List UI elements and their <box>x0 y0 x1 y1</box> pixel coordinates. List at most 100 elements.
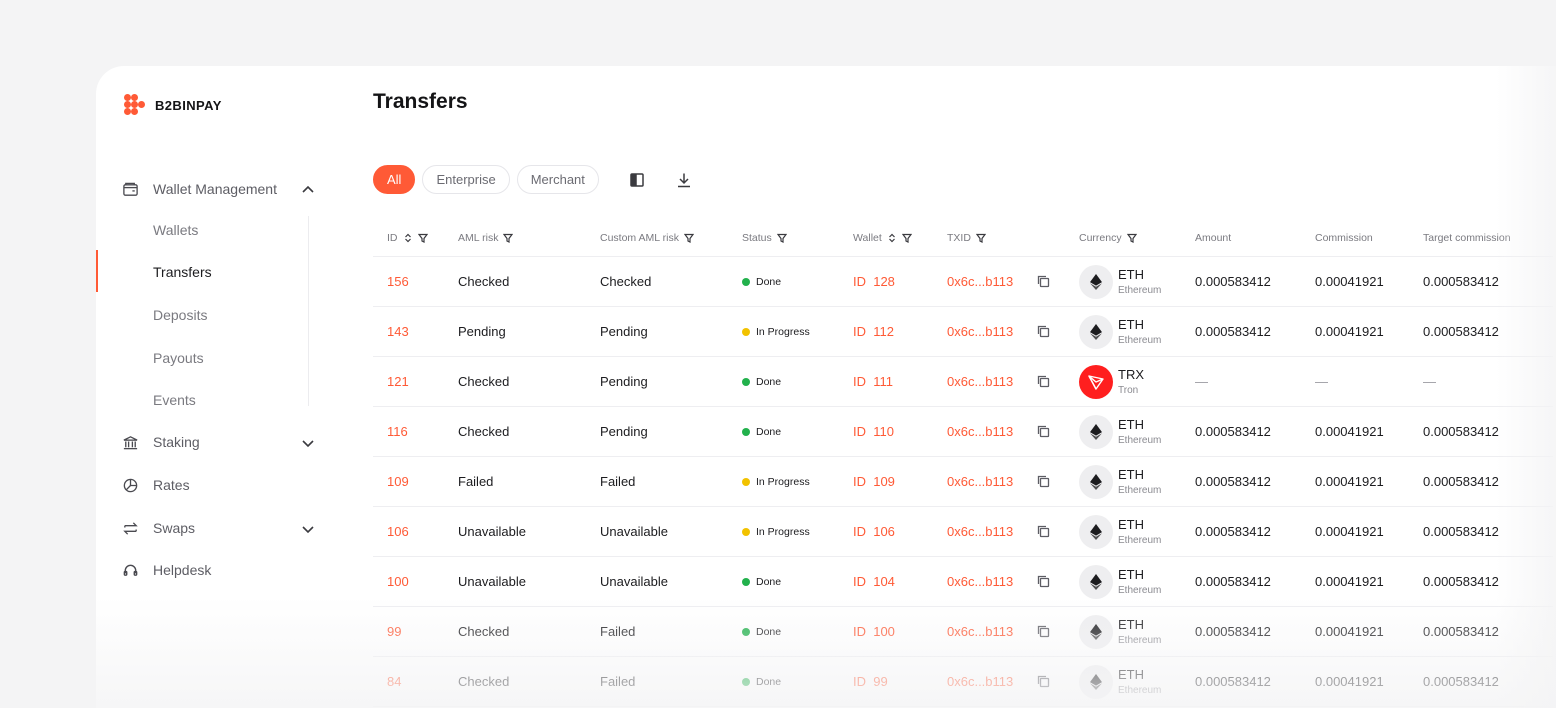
sidebar-subitem-deposits[interactable]: Deposits <box>153 307 208 323</box>
chevron-down-icon[interactable] <box>300 435 316 451</box>
copy-icon[interactable] <box>1036 324 1051 339</box>
target-cell: 0.000583412 <box>1423 574 1499 589</box>
currency-coin-icon <box>1079 415 1113 449</box>
transfer-id-link[interactable]: 143 <box>387 324 409 339</box>
sort-icon[interactable] <box>887 233 897 243</box>
table-row[interactable]: 84 Checked Failed Done ID 99 0x6c...b113 ETH Et… <box>373 657 1553 707</box>
amount-cell: — <box>1195 374 1208 389</box>
filter-icon[interactable] <box>901 233 912 243</box>
columns-icon[interactable] <box>628 171 646 189</box>
transfer-id-link[interactable]: 121 <box>387 374 409 389</box>
transfer-id-link[interactable]: 156 <box>387 274 409 289</box>
copy-icon[interactable] <box>1036 274 1051 289</box>
txid-link[interactable]: 0x6c...b113 <box>947 424 1014 439</box>
table-row[interactable]: 116 Checked Pending Done ID 110 0x6c...b113 ET… <box>373 407 1553 457</box>
sidebar-subitem-events[interactable]: Events <box>153 392 196 408</box>
sidebar-item-rates[interactable]: Rates <box>96 470 336 500</box>
wallet-link[interactable]: ID 100 <box>853 624 895 639</box>
column-header-id[interactable]: ID <box>387 232 428 244</box>
column-header-amount[interactable]: Amount <box>1195 232 1232 244</box>
table-row[interactable]: 99 Checked Failed Done ID 100 0x6c...b113 ETH E… <box>373 607 1553 657</box>
filter-icon[interactable] <box>1126 233 1137 243</box>
status-badge: Done <box>742 626 781 638</box>
table-row[interactable]: 156 Checked Checked Done ID 128 0x6c...b113 ET… <box>373 257 1553 307</box>
transfer-id-link[interactable]: 116 <box>387 424 408 439</box>
column-header-status[interactable]: Status <box>742 232 787 244</box>
filter-bar: All Enterprise Merchant <box>373 165 693 194</box>
chevron-down-icon[interactable] <box>300 521 316 537</box>
status-dot <box>742 628 750 636</box>
copy-icon[interactable] <box>1036 474 1051 489</box>
txid-link[interactable]: 0x6c...b113 <box>947 274 1014 289</box>
sort-icon[interactable] <box>403 233 413 243</box>
txid-link[interactable]: 0x6c...b113 <box>947 474 1014 489</box>
wallet-link[interactable]: ID 111 <box>853 374 893 389</box>
txid-link[interactable]: 0x6c...b113 <box>947 574 1014 589</box>
copy-icon[interactable] <box>1036 624 1051 639</box>
download-icon[interactable] <box>675 171 693 189</box>
transfer-id-link[interactable]: 84 <box>387 674 402 689</box>
custom-aml-risk-cell: Checked <box>600 274 652 289</box>
column-header-txid[interactable]: TXID <box>947 232 986 244</box>
wallet-link[interactable]: ID 104 <box>853 574 895 589</box>
txid-link[interactable]: 0x6c...b113 <box>947 624 1014 639</box>
txid-link[interactable]: 0x6c...b113 <box>947 524 1014 539</box>
filter-icon[interactable] <box>975 233 986 243</box>
copy-icon[interactable] <box>1036 424 1051 439</box>
transfer-id-link[interactable]: 109 <box>387 474 409 489</box>
transfer-id-link[interactable]: 99 <box>387 624 402 639</box>
txid-link[interactable]: 0x6c...b113 <box>947 374 1014 389</box>
column-header-target-commission[interactable]: Target commission <box>1423 232 1511 244</box>
sidebar-subitem-transfers[interactable]: Transfers <box>153 264 212 280</box>
copy-icon[interactable] <box>1036 674 1051 689</box>
status-label: In Progress <box>756 476 810 488</box>
filter-icon[interactable] <box>503 233 514 243</box>
column-header-wallet[interactable]: Wallet <box>853 232 912 244</box>
wallet-link[interactable]: ID 109 <box>853 474 895 489</box>
table-row[interactable]: 143 Pending Pending In Progress ID 112 0x6c..… <box>373 307 1553 357</box>
transfer-id-link[interactable]: 100 <box>387 574 409 589</box>
wallet-link[interactable]: ID 128 <box>853 274 895 289</box>
table-row[interactable]: 121 Checked Pending Done ID 111 0x6c...b113 TR… <box>373 357 1553 407</box>
txid-link[interactable]: 0x6c...b113 <box>947 324 1014 339</box>
currency-cell: ETH Ethereum <box>1079 315 1161 349</box>
brand-logo[interactable]: B2BINPAY <box>124 94 222 116</box>
wallet-link[interactable]: ID 110 <box>853 424 894 439</box>
currency-code: ETH <box>1118 317 1144 332</box>
currency-name: Ethereum <box>1118 435 1162 446</box>
wallet-link[interactable]: ID 106 <box>853 524 895 539</box>
sidebar-subitem-wallets[interactable]: Wallets <box>153 222 199 238</box>
filter-chip-all[interactable]: All <box>373 165 416 194</box>
filter-icon[interactable] <box>417 233 428 243</box>
copy-icon[interactable] <box>1036 374 1051 389</box>
filter-chip-merchant[interactable]: Merchant <box>516 165 599 194</box>
table-row[interactable]: 100 Unavailable Unavailable Done ID 104 0x6c.… <box>373 557 1553 607</box>
app-window: B2BINPAY Wallet Management Wallets Trans… <box>96 66 1556 708</box>
filter-icon[interactable] <box>683 233 694 243</box>
wallet-link[interactable]: ID 99 <box>853 674 888 689</box>
sidebar-subitem-payouts[interactable]: Payouts <box>153 350 204 366</box>
copy-icon[interactable] <box>1036 524 1051 539</box>
copy-icon[interactable] <box>1036 574 1051 589</box>
column-header-aml-risk[interactable]: AML risk <box>458 232 514 244</box>
column-header-custom-aml-risk[interactable]: Custom AML risk <box>600 232 694 244</box>
column-header-currency[interactable]: Currency <box>1079 232 1137 244</box>
custom-aml-risk-cell: Failed <box>600 674 636 689</box>
filter-chip-enterprise[interactable]: Enterprise <box>422 165 510 194</box>
filter-icon[interactable] <box>776 233 787 243</box>
table-row[interactable]: 109 Failed Failed In Progress ID 109 0x6c...b… <box>373 457 1553 507</box>
transfer-id-link[interactable]: 106 <box>387 524 409 539</box>
chevron-up-icon[interactable] <box>300 182 316 198</box>
status-dot <box>742 278 750 286</box>
txid-link[interactable]: 0x6c...b113 <box>947 674 1014 689</box>
sidebar-item-helpdesk[interactable]: Helpdesk <box>96 555 336 585</box>
status-label: Done <box>756 426 782 438</box>
table-row[interactable]: 106 Unavailable Unavailable In Progress ID 1… <box>373 507 1553 557</box>
b2binpay-logo-icon <box>124 94 146 116</box>
wallet-link[interactable]: ID 112 <box>853 324 894 339</box>
custom-aml-risk-cell: Failed <box>600 624 636 639</box>
sidebar-item-staking[interactable]: Staking <box>96 427 336 457</box>
column-header-commission[interactable]: Commission <box>1315 232 1373 244</box>
sidebar-item-swaps[interactable]: Swaps <box>96 513 336 543</box>
sidebar-item-wallet-management[interactable]: Wallet Management <box>96 174 336 204</box>
